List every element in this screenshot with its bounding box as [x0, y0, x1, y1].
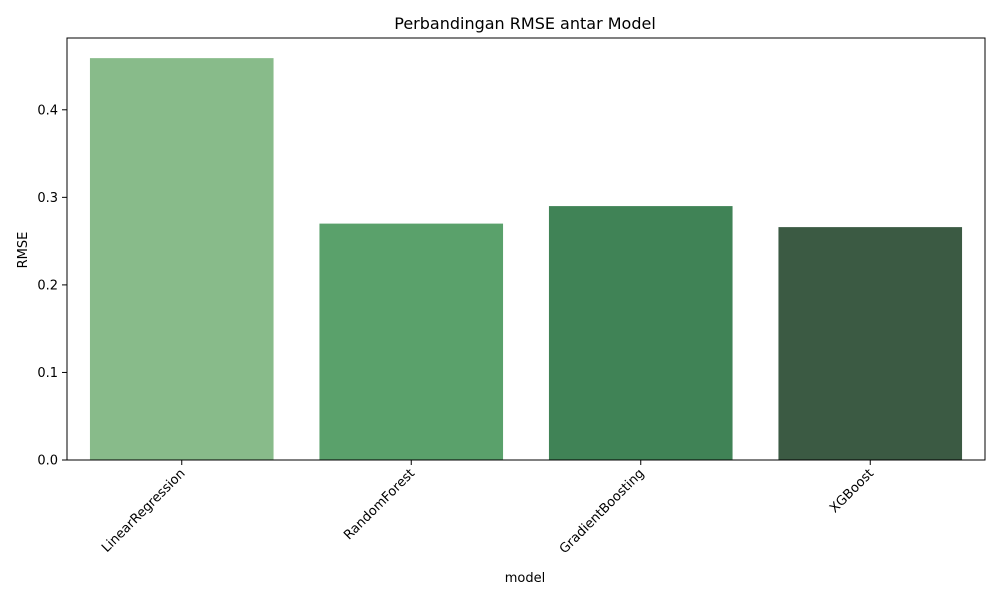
- x-axis: LinearRegression RandomForest GradientBoos…: [99, 460, 877, 557]
- y-tick-label: 0.1: [37, 366, 58, 381]
- y-tick-label: 0.0: [37, 454, 58, 469]
- y-axis-label: RMSE: [16, 232, 31, 269]
- x-tick-label: LinearRegression: [99, 466, 188, 555]
- bars-group: [89, 58, 963, 460]
- bar-XGBoost: [778, 227, 963, 460]
- y-tick-label: 0.2: [37, 278, 58, 293]
- bar-LinearRegression: [89, 58, 274, 460]
- x-axis-label: model: [505, 571, 545, 586]
- y-tick-label: 0.3: [37, 191, 58, 206]
- plot-frame: [66, 37, 986, 461]
- chart-title: Perbandingan RMSE antar Model: [394, 14, 656, 33]
- x-tick-label: XGBoost: [827, 466, 877, 516]
- y-tick-label: 0.4: [37, 103, 58, 118]
- x-tick-label: GradientBoosting: [557, 466, 648, 557]
- bar-GradientBoosting: [548, 206, 733, 460]
- x-tick-label: RandomForest: [341, 466, 418, 543]
- bar-RandomForest: [319, 223, 504, 460]
- y-axis: 0.0 0.1 0.2 0.3 0.4: [37, 103, 67, 469]
